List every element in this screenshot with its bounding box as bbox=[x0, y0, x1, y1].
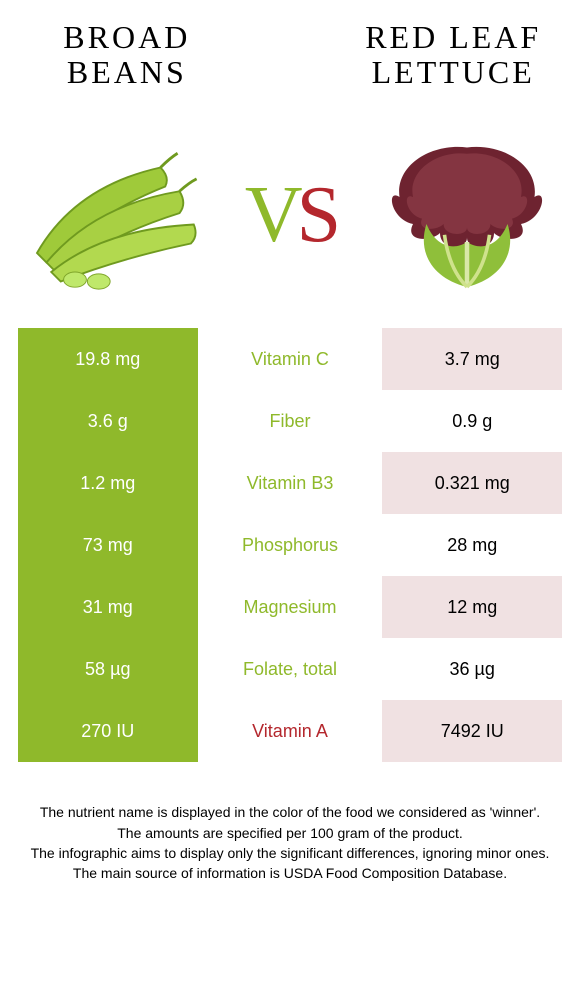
value-left: 73 mg bbox=[18, 514, 198, 576]
table-row: 73 mgPhosphorus28 mg bbox=[18, 514, 562, 576]
value-left: 3.6 g bbox=[18, 390, 198, 452]
header-row: Broad beans Red Leaf Lettuce bbox=[18, 20, 562, 90]
nutrient-name: Vitamin A bbox=[198, 700, 383, 762]
value-right: 0.321 mg bbox=[382, 452, 562, 514]
value-left: 31 mg bbox=[18, 576, 198, 638]
value-right: 3.7 mg bbox=[382, 328, 562, 390]
title-right: Red Leaf Lettuce bbox=[344, 20, 562, 90]
footnote-line: The main source of information is USDA F… bbox=[22, 863, 558, 883]
footnote-line: The infographic aims to display only the… bbox=[22, 843, 558, 863]
value-right: 28 mg bbox=[382, 514, 562, 576]
vs-label: VS bbox=[208, 170, 371, 261]
broad-beans-image bbox=[18, 120, 208, 310]
infographic-container: Broad beans Red Leaf Lettuce VS bbox=[0, 0, 580, 994]
red-leaf-lettuce-image bbox=[372, 120, 562, 310]
value-left: 270 IU bbox=[18, 700, 198, 762]
footnote-line: The amounts are specified per 100 gram o… bbox=[22, 823, 558, 843]
value-right: 0.9 g bbox=[382, 390, 562, 452]
table-row: 58 µgFolate, total36 µg bbox=[18, 638, 562, 700]
nutrient-name: Vitamin B3 bbox=[198, 452, 383, 514]
table-row: 1.2 mgVitamin B30.321 mg bbox=[18, 452, 562, 514]
value-right: 12 mg bbox=[382, 576, 562, 638]
value-right: 7492 IU bbox=[382, 700, 562, 762]
value-right: 36 µg bbox=[382, 638, 562, 700]
nutrient-name: Phosphorus bbox=[198, 514, 383, 576]
nutrient-name: Magnesium bbox=[198, 576, 383, 638]
table-row: 19.8 mgVitamin C3.7 mg bbox=[18, 328, 562, 390]
footnote-line: The nutrient name is displayed in the co… bbox=[22, 802, 558, 822]
nutrient-name: Folate, total bbox=[198, 638, 383, 700]
value-left: 1.2 mg bbox=[18, 452, 198, 514]
vs-v: V bbox=[245, 171, 297, 259]
nutrient-name: Fiber bbox=[198, 390, 383, 452]
table-row: 3.6 gFiber0.9 g bbox=[18, 390, 562, 452]
footnotes: The nutrient name is displayed in the co… bbox=[18, 802, 562, 883]
value-left: 19.8 mg bbox=[18, 328, 198, 390]
table-row: 31 mgMagnesium12 mg bbox=[18, 576, 562, 638]
title-left: Broad beans bbox=[18, 20, 236, 90]
images-row: VS bbox=[18, 120, 562, 310]
comparison-table: 19.8 mgVitamin C3.7 mg3.6 gFiber0.9 g1.2… bbox=[18, 328, 562, 762]
table-row: 270 IUVitamin A7492 IU bbox=[18, 700, 562, 762]
nutrient-name: Vitamin C bbox=[198, 328, 383, 390]
value-left: 58 µg bbox=[18, 638, 198, 700]
vs-s: S bbox=[297, 171, 336, 259]
